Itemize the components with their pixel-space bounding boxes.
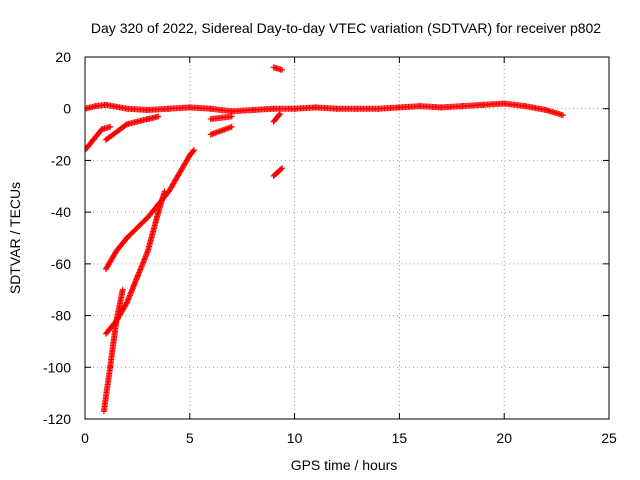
series-arc-long-1 [102,147,197,273]
x-tick-label: 25 [601,430,617,446]
data-point [228,113,235,120]
y-tick-label: -60 [51,256,71,272]
series-arc-near-zero [85,100,566,119]
x-tick-label: 10 [287,430,303,446]
data-point [279,66,286,73]
series-arc-short-9 [270,110,283,125]
data-point [155,113,162,120]
tick-labels: 0 5 10 15 20 25 -120 -100 -80 -60 -40 -20 0 20 [43,49,617,446]
x-axis-label: GPS time / hours [291,457,398,473]
series-arc-steep [100,286,126,415]
data-point [123,300,130,307]
data-point [122,122,129,129]
plot-area [85,64,566,415]
data-point [190,148,197,155]
y-tick-label: -120 [43,411,71,427]
y-axis-label: SDTVAR / TECUs [7,182,23,294]
data-point [119,286,126,293]
data-point [277,166,284,173]
data-point [161,188,168,195]
data-point [279,165,286,172]
series-arc-spike-down [270,165,286,179]
data-point [559,112,566,119]
y-tick-label: -80 [51,308,71,324]
data-point [190,147,197,154]
x-tick-label: 5 [186,430,194,446]
y-tick-label: 20 [55,49,71,65]
series-arc-spike-up [270,64,286,73]
x-tick-label: 20 [496,430,512,446]
series-arc-dip-2 [207,123,235,138]
x-tick-label: 15 [392,430,408,446]
chart-title: Day 320 of 2022, Sidereal Day-to-day VTE… [91,20,601,36]
data-points [85,64,566,415]
y-tick-label: -40 [51,204,71,220]
series-arc-long-2 [102,188,168,337]
data-point [276,111,283,118]
y-tick-label: -20 [51,152,71,168]
series-arc-dip-1 [207,113,235,123]
data-point [107,123,114,130]
series-arc-early-negative [85,123,114,154]
data-point [276,110,283,117]
series-arc-rise-1 [102,113,162,143]
y-tick-label: -100 [43,359,71,375]
data-point [228,123,235,130]
y-tick-label: 0 [63,101,71,117]
x-tick-label: 0 [81,430,89,446]
plot-frame [84,56,610,420]
